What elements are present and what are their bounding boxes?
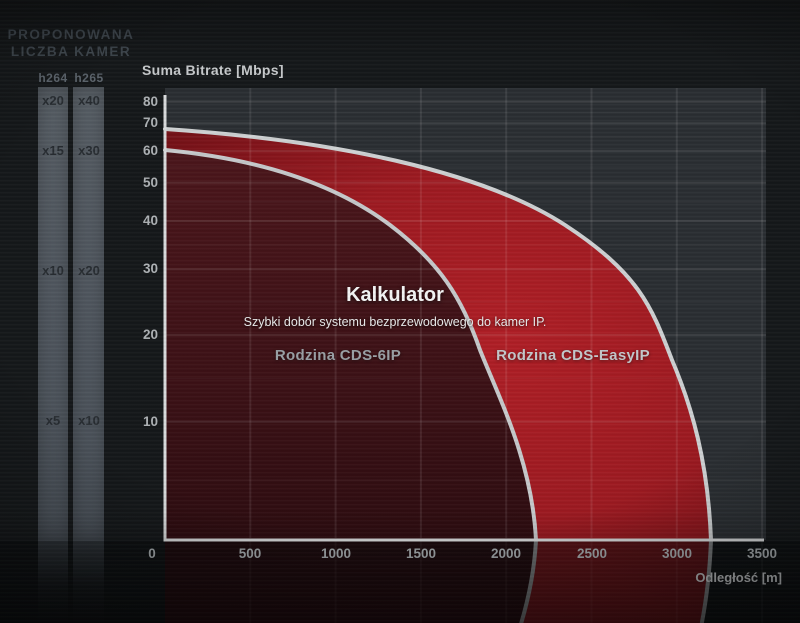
camera-count-value: x10 xyxy=(78,413,100,428)
sidebar-title-line1: PROPONOWANA xyxy=(7,27,135,42)
x-tick-label: 2500 xyxy=(576,546,608,561)
camera-count-bar-h264-reflection xyxy=(38,541,68,623)
x-tick-label: 3500 xyxy=(746,546,778,561)
y-tick-label: 20 xyxy=(142,327,158,342)
camera-count-bar-h265-reflection xyxy=(73,541,104,623)
y-tick-label: 80 xyxy=(142,94,158,109)
page-title: Kalkulator xyxy=(346,284,444,306)
x-axis-title: Odległość [m] xyxy=(695,570,782,585)
camera-count-value: x15 xyxy=(42,143,64,158)
column-header-h265: h265 xyxy=(74,71,104,85)
series-label-cds6ip: Rodzina CDS-6IP xyxy=(274,347,402,364)
sidebar-title-line2: LICZBA KAMER xyxy=(10,44,132,59)
x-tick-label: 500 xyxy=(238,546,262,561)
camera-count-value: x20 xyxy=(78,263,100,278)
page-subtitle: Szybki dobór systemu bezprzewodowego do … xyxy=(243,315,547,329)
y-tick-label: 50 xyxy=(142,175,158,190)
y-axis-title: Suma Bitrate [Mbps] xyxy=(142,62,284,78)
series-label-cdseasyip: Rodzina CDS-EasyIP xyxy=(496,347,650,364)
y-tick-label: 30 xyxy=(142,261,158,276)
x-tick-label: 2000 xyxy=(490,546,522,561)
x-tick-label: 0 xyxy=(148,546,156,561)
camera-count-value: x40 xyxy=(78,93,100,108)
column-header-h264: h264 xyxy=(38,71,68,85)
y-tick-label: 40 xyxy=(142,213,158,228)
y-tick-label: 70 xyxy=(142,115,158,130)
camera-count-value: x10 xyxy=(42,263,64,278)
x-tick-label: 3000 xyxy=(661,546,693,561)
y-tick-label: 60 xyxy=(142,143,158,158)
x-tick-label: 1500 xyxy=(405,546,437,561)
y-tick-label: 10 xyxy=(142,414,158,429)
camera-count-value: x20 xyxy=(42,93,64,108)
camera-count-value: x30 xyxy=(78,143,100,158)
camera-count-value: x5 xyxy=(45,413,61,428)
sidebar-title: PROPONOWANA LICZBA KAMER xyxy=(6,26,136,60)
x-tick-label: 1000 xyxy=(320,546,352,561)
